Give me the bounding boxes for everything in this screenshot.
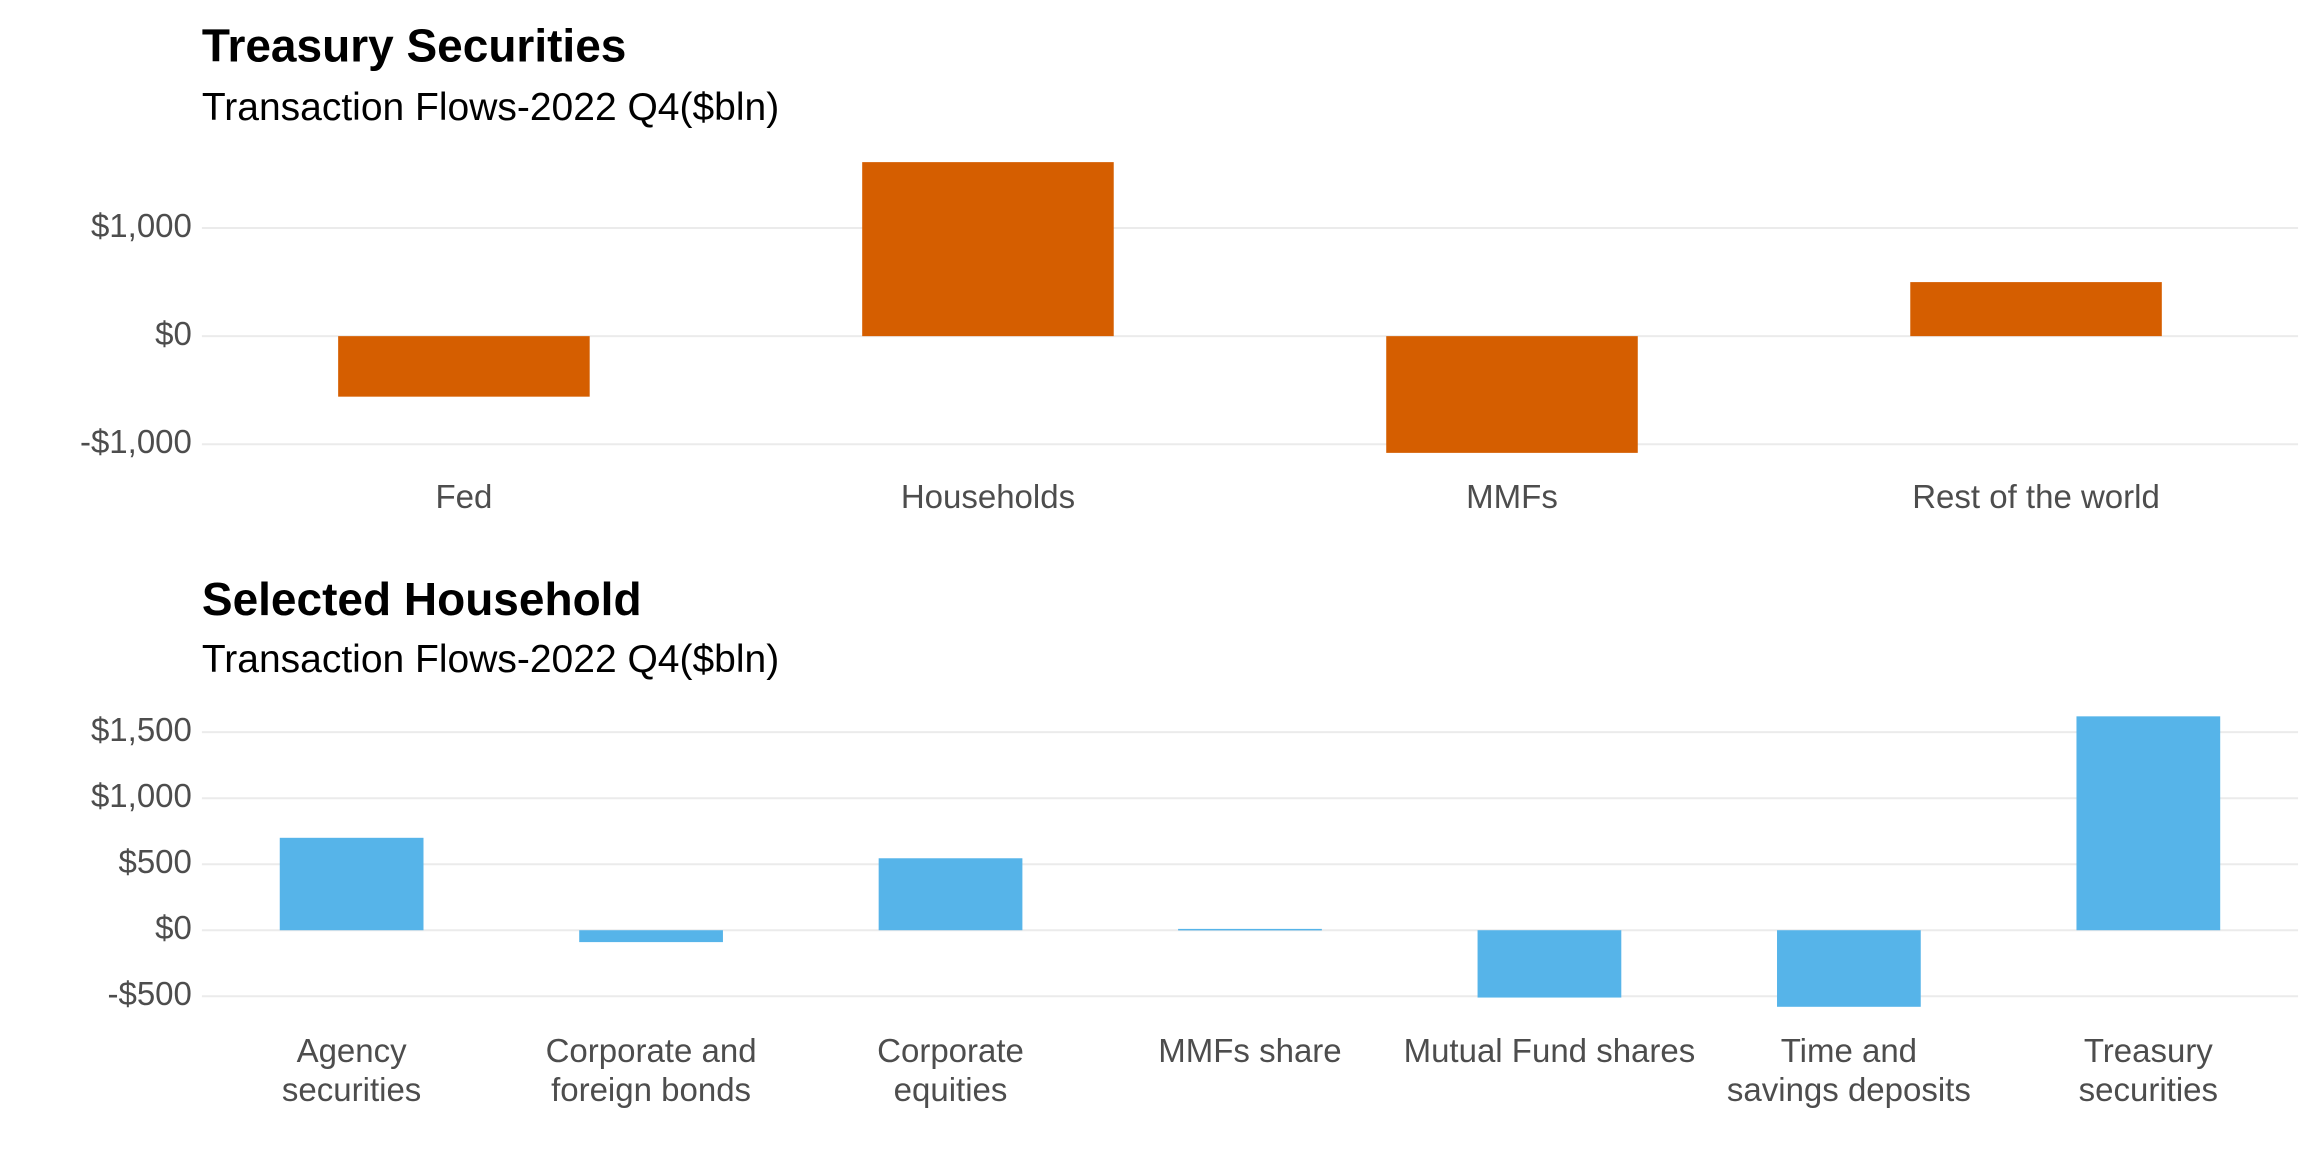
bar [878,858,1023,931]
x-tick-label: MMFs share [1158,1031,1342,1069]
x-tick-label: Corporate equities [877,1031,1024,1108]
x-tick-label: Fed [435,478,493,515]
bar [1178,928,1322,931]
bar [1477,930,1622,998]
x-tick-label: Mutual Fund shares [1403,1031,1696,1069]
x-tick-label: Households [900,478,1076,515]
bar [338,336,590,397]
chart-subtitle: Transaction Flows-2022 Q4($bln) [202,86,779,129]
bar [579,930,723,943]
bar [862,162,1114,337]
bar [2076,716,2221,931]
y-tick-label: -$500 [107,975,191,1012]
chart-title: Selected Household [202,573,642,625]
x-tick-label: Agency securities [281,1031,422,1108]
y-tick-label: $0 [155,909,192,946]
bar [279,837,424,931]
x-tick-label: Time and savings deposits [1726,1031,1971,1108]
y-tick-label: $1,000 [91,207,192,244]
bar [1910,282,2162,337]
x-tick-label: Treasury securities [2078,1031,2219,1108]
bar [1386,336,1638,453]
x-tick-label: MMFs [1466,478,1558,515]
chart-subtitle: Transaction Flows-2022 Q4($bln) [202,638,779,681]
y-tick-label: $500 [118,843,191,880]
chart-title: Treasury Securities [202,20,626,72]
y-tick-label: $1,000 [91,777,192,814]
bar [1777,930,1921,1007]
x-tick-label: Corporate and foreign bonds [545,1031,757,1108]
y-tick-label: $0 [155,315,192,352]
x-tick-label: Rest of the world [1912,478,2160,515]
y-tick-label: $1,500 [91,711,192,748]
y-tick-label: -$1,000 [80,423,192,460]
